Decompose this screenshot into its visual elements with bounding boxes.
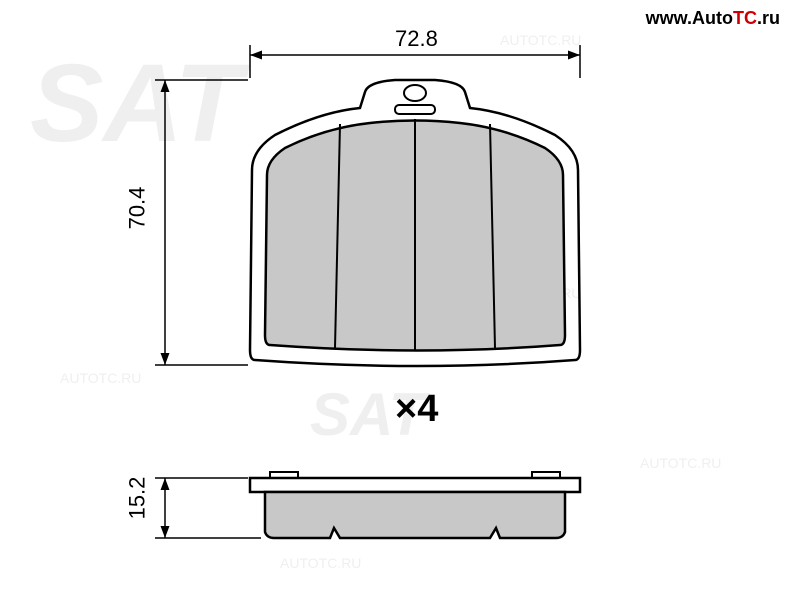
pad-side-friction [265, 492, 565, 538]
dim-thickness-label: 15.2 [124, 477, 150, 520]
pad-slot [395, 105, 435, 114]
dim-width-label: 72.8 [395, 26, 438, 52]
quantity-label: ×4 [395, 388, 438, 431]
dim-height-label: 70.4 [124, 187, 150, 230]
pad-side-plate [250, 478, 580, 492]
technical-drawing [0, 0, 800, 600]
diagram-container: SAT SAT AUTOTC.RU AUTOTC.RU AUTOTC.RU AU… [0, 0, 800, 600]
pad-hole [404, 85, 426, 101]
